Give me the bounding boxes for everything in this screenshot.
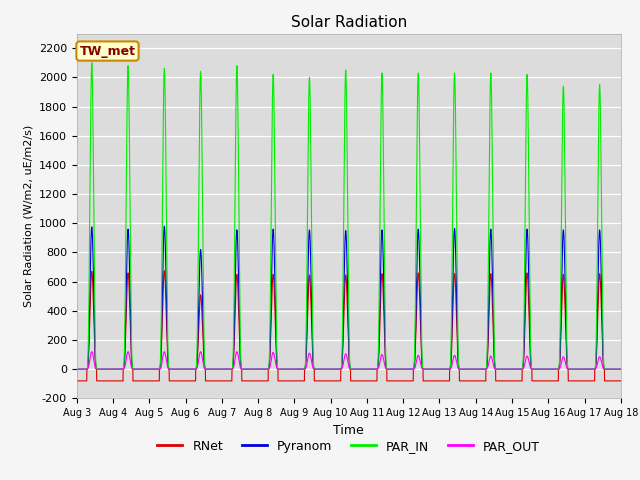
RNet: [329, 378, 337, 384]
PAR_OUT: [502, 366, 509, 372]
RNet: [171, 378, 179, 384]
PAR_IN: [171, 366, 179, 372]
RNet: [471, 378, 479, 384]
Pyranom: [171, 366, 179, 372]
Pyranom: [616, 366, 624, 372]
PAR_OUT: [441, 366, 449, 372]
PAR_OUT: [73, 366, 81, 372]
PAR_IN: [617, 366, 625, 372]
RNet: [161, 268, 168, 274]
RNet: [502, 378, 509, 384]
Text: TW_met: TW_met: [79, 45, 136, 58]
PAR_OUT: [617, 366, 625, 372]
PAR_IN: [329, 366, 337, 372]
Line: PAR_IN: PAR_IN: [77, 63, 621, 369]
Line: Pyranom: Pyranom: [77, 226, 621, 369]
Pyranom: [73, 366, 81, 372]
Pyranom: [502, 366, 509, 372]
RNet: [73, 378, 81, 384]
PAR_IN: [471, 366, 479, 372]
PAR_IN: [502, 366, 509, 372]
Y-axis label: Solar Radiation (W/m2, uE/m2/s): Solar Radiation (W/m2, uE/m2/s): [23, 125, 33, 307]
PAR_OUT: [616, 366, 624, 372]
X-axis label: Time: Time: [333, 424, 364, 437]
Legend: RNet, Pyranom, PAR_IN, PAR_OUT: RNet, Pyranom, PAR_IN, PAR_OUT: [152, 435, 545, 458]
Pyranom: [617, 366, 625, 372]
RNet: [617, 378, 625, 384]
Line: PAR_OUT: PAR_OUT: [77, 352, 621, 369]
Line: RNet: RNet: [77, 271, 621, 381]
PAR_IN: [616, 366, 624, 372]
RNet: [441, 378, 449, 384]
Pyranom: [471, 366, 479, 372]
Pyranom: [441, 366, 449, 372]
RNet: [616, 378, 624, 384]
PAR_IN: [73, 366, 81, 372]
PAR_OUT: [171, 366, 179, 372]
PAR_OUT: [88, 349, 95, 355]
Title: Solar Radiation: Solar Radiation: [291, 15, 407, 30]
PAR_OUT: [329, 366, 337, 372]
Pyranom: [329, 366, 337, 372]
PAR_IN: [88, 60, 95, 66]
Pyranom: [161, 223, 168, 229]
PAR_IN: [441, 366, 449, 372]
PAR_OUT: [471, 366, 479, 372]
